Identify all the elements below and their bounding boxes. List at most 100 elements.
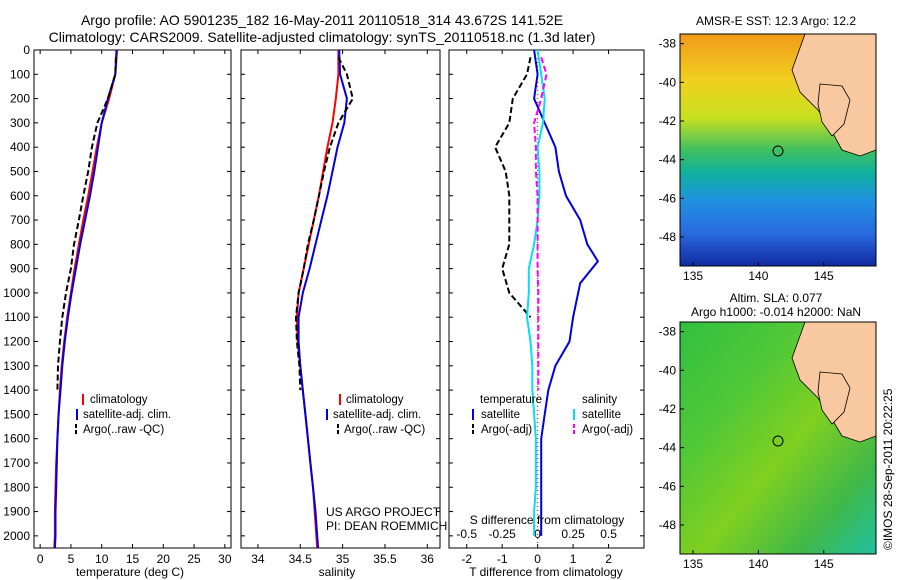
series-line xyxy=(493,57,532,318)
sst-tasmania-land xyxy=(817,83,851,137)
sst-map-ticks: 135 140 145 -38 -40 -42 -44 -46 -48 xyxy=(659,37,834,283)
map-lat-label: -40 xyxy=(659,75,677,89)
series-line xyxy=(295,50,340,549)
salinity-legend: climatology satellite-adj. clim. Argo(..… xyxy=(326,394,425,436)
x-tick-label: 0 xyxy=(37,552,44,566)
legend-temperature-title: temperature xyxy=(480,394,542,406)
map-lon-label: 145 xyxy=(814,557,834,571)
y-tick-label: 1900 xyxy=(3,505,30,519)
sla-map-title-line1: Altim. SLA: 0.077 xyxy=(730,291,823,305)
y-tick-label: 1100 xyxy=(4,310,30,324)
difference-xlabel-bottom: T difference from climatology xyxy=(469,565,623,579)
x-tick-label: 35.5 xyxy=(373,552,397,566)
sla-map-title-line2: Argo h1000: -0.014 h2000: NaN xyxy=(691,305,861,319)
y-tick-label: 1000 xyxy=(3,286,30,300)
map-lat-label: -40 xyxy=(659,363,677,377)
x-tick-label: 1 xyxy=(570,552,577,566)
difference-panel: -2 -1 0 1 2 -0.5 -0.25 0 0.25 0.5 xyxy=(448,49,645,566)
x-tick-label: 2 xyxy=(605,552,612,566)
x-tick-label: 34 xyxy=(251,552,265,566)
figure-title-line1: Argo profile: AO 5901235_182 16-May-2011… xyxy=(81,12,563,28)
map-lat-label: -48 xyxy=(659,518,677,532)
y-tick-label: 500 xyxy=(10,164,30,178)
x-tick-label: -2 xyxy=(461,552,472,566)
series-line xyxy=(297,49,348,549)
figure-title-line2: Climatology: CARS2009. Satellite-adjuste… xyxy=(49,29,596,45)
series-line xyxy=(533,57,548,391)
y-tick-label: 1800 xyxy=(3,480,30,494)
difference-legend: temperature salinity satellite Argo(-adj… xyxy=(472,394,633,436)
legend-argo-label: Argo(..raw -QC) xyxy=(344,424,425,436)
map-lat-label: -46 xyxy=(659,191,677,205)
salinity-panel-frame xyxy=(240,49,441,549)
legend-climatology-label: climatology xyxy=(346,394,404,406)
credit-label: ©IMOS 28-Sep-2011 20:22:25 xyxy=(881,388,895,550)
sla-map-ticks: 135 140 145 -38 -40 -42 -44 -46 -48 xyxy=(659,325,834,571)
salinity-panel: 34 34.5 35 35.5 36 xyxy=(240,49,441,566)
map-lon-label: 135 xyxy=(683,269,703,283)
s-tick-label: -0.5 xyxy=(456,527,477,541)
y-tick-label: 1400 xyxy=(3,383,30,397)
series-line xyxy=(294,56,354,391)
series-line xyxy=(533,49,600,536)
x-tick-label: 36 xyxy=(421,552,435,566)
series-line xyxy=(53,49,118,549)
legend-salinity-title: salinity xyxy=(582,394,617,406)
sla-map-frame xyxy=(679,321,877,555)
legend-satellite-label: satellite-adj. clim. xyxy=(83,409,171,421)
temperature-xlabel: temperature (deg C) xyxy=(76,565,184,579)
sla-tasmania-land xyxy=(817,371,851,425)
map-lon-label: 145 xyxy=(814,269,834,283)
y-tick-label: 300 xyxy=(10,116,30,130)
y-tick-label: 0 xyxy=(23,43,30,57)
map-lat-label: -44 xyxy=(659,153,677,167)
x-tick-label: 35 xyxy=(336,552,350,566)
map-lat-label: -38 xyxy=(659,37,677,51)
profile-panels: 0 5 10 15 20 25 300100200300400500600700800900… xyxy=(3,43,645,566)
map-lon-label: 140 xyxy=(748,557,768,571)
map-lat-label: -48 xyxy=(659,230,677,244)
sla-argo-marker xyxy=(772,435,784,447)
salinity-note-line1: US ARGO PROJECT xyxy=(326,505,441,519)
map-lat-label: -42 xyxy=(659,402,677,416)
series-line xyxy=(525,49,546,536)
legend-t-satellite-label: satellite xyxy=(481,409,520,421)
x-tick-label: 34.5 xyxy=(289,552,313,566)
x-tick-label: 30 xyxy=(218,552,232,566)
sst-map: AMSR-E SST: 12.3 Argo: 12.2 xyxy=(659,14,877,283)
y-tick-label: 1500 xyxy=(3,407,30,421)
legend-s-argo-label: Argo(-adj) xyxy=(582,424,633,436)
map-lat-label: -38 xyxy=(659,325,677,339)
x-tick-label: 20 xyxy=(157,552,171,566)
s-tick-label: -0.25 xyxy=(489,527,517,541)
y-tick-label: 1200 xyxy=(3,335,30,349)
salinity-note-line2: PI: DEAN ROEMMICH xyxy=(326,519,447,533)
difference-panel-frame xyxy=(448,49,645,549)
y-tick-label: 400 xyxy=(10,140,30,154)
map-lat-label: -42 xyxy=(659,114,677,128)
legend-satellite-label: satellite-adj. clim. xyxy=(333,409,421,421)
series-line xyxy=(53,49,119,549)
y-tick-label: 800 xyxy=(10,237,30,251)
y-tick-label: 900 xyxy=(10,262,30,276)
y-tick-label: 1300 xyxy=(3,359,30,373)
difference-xlabel-top: S difference from climatology xyxy=(470,513,625,527)
s-tick-label: 0 xyxy=(534,527,541,541)
s-tick-label: 0.5 xyxy=(600,527,617,541)
map-lon-label: 135 xyxy=(683,557,703,571)
temperature-panel: 0 5 10 15 20 25 300100200300400500600700800900… xyxy=(3,43,232,566)
y-tick-label: 1600 xyxy=(3,432,30,446)
x-tick-label: -1 xyxy=(497,552,508,566)
salinity-xlabel: salinity xyxy=(319,565,356,579)
sst-argo-marker xyxy=(772,145,784,157)
y-tick-label: 600 xyxy=(10,189,30,203)
legend-s-satellite-label: satellite xyxy=(582,409,621,421)
sst-map-title: AMSR-E SST: 12.3 Argo: 12.2 xyxy=(696,14,856,28)
series-line xyxy=(56,57,117,391)
y-tick-label: 700 xyxy=(10,213,30,227)
temperature-legend: climatology satellite-adj. clim. Argo(..… xyxy=(75,394,171,436)
map-lon-label: 140 xyxy=(748,269,768,283)
map-lat-label: -46 xyxy=(659,479,677,493)
sla-map: Altim. SLA: 0.077 Argo h1000: -0.014 h20… xyxy=(659,291,895,571)
